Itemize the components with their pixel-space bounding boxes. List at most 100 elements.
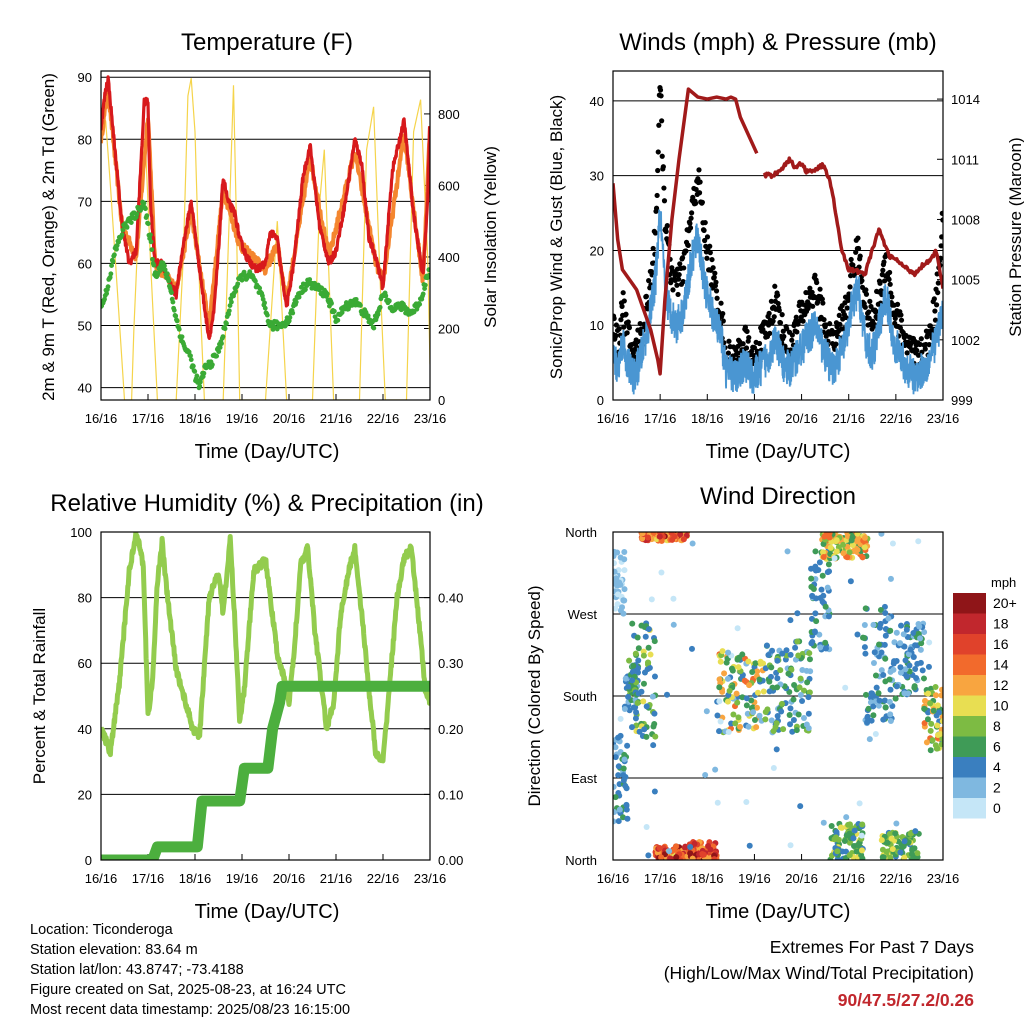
dewpoint-point bbox=[226, 308, 232, 314]
x-tick-label: 20/16 bbox=[273, 411, 306, 426]
direction-point bbox=[864, 719, 871, 726]
direction-point bbox=[932, 742, 939, 749]
dewpoint-point bbox=[287, 315, 293, 320]
direction-point bbox=[716, 728, 723, 735]
gust-point bbox=[699, 199, 705, 205]
direction-point bbox=[743, 702, 750, 709]
y-tick-label: 60 bbox=[78, 256, 92, 271]
gust-point bbox=[690, 194, 696, 200]
direction-point bbox=[667, 855, 674, 860]
direction-point bbox=[917, 659, 924, 666]
x-tick-label: 18/16 bbox=[691, 411, 724, 426]
direction-point bbox=[753, 724, 760, 731]
direction-point bbox=[915, 538, 922, 545]
gust-point bbox=[725, 350, 732, 356]
rh-title: Relative Humidity (%) & Precipitation (i… bbox=[50, 490, 483, 517]
dewpoint-point bbox=[157, 268, 163, 274]
dewpoint-point bbox=[216, 349, 222, 354]
dir-ylabel: Direction (Colored By Speed) bbox=[525, 585, 544, 806]
gust-point bbox=[740, 341, 746, 347]
direction-point bbox=[887, 717, 894, 724]
y2-tick-label: 1008 bbox=[951, 212, 980, 227]
gust-point bbox=[619, 303, 625, 309]
direction-point bbox=[878, 649, 885, 656]
direction-point bbox=[900, 631, 907, 638]
y2-tick-label: 999 bbox=[951, 393, 973, 408]
legend-swatch bbox=[953, 716, 986, 737]
gust-point bbox=[701, 227, 707, 233]
gust-point bbox=[935, 280, 941, 286]
direction-point bbox=[917, 646, 924, 653]
y2-tick-label: 200 bbox=[438, 321, 460, 336]
direction-point bbox=[792, 644, 799, 651]
direction-point bbox=[640, 652, 647, 659]
direction-point bbox=[714, 799, 721, 806]
gust-point bbox=[710, 265, 716, 271]
dewpoint-point bbox=[233, 288, 239, 294]
direction-point bbox=[938, 692, 943, 699]
direction-point bbox=[855, 535, 862, 542]
wind-xlabel: Time (Day/UTC) bbox=[706, 441, 851, 463]
dewpoint-point bbox=[339, 310, 345, 315]
direction-point bbox=[902, 657, 909, 664]
dewpoint-point bbox=[303, 287, 308, 292]
direction-point bbox=[620, 772, 627, 779]
pressure-line bbox=[613, 87, 759, 376]
direction-point bbox=[689, 855, 696, 860]
extremes-values: 90/47.5/27.2/0.26 bbox=[837, 990, 974, 1010]
direction-point bbox=[854, 532, 861, 537]
direction-point bbox=[804, 679, 811, 686]
dewpoint-point bbox=[134, 211, 140, 217]
direction-point bbox=[614, 601, 621, 608]
direction-point bbox=[613, 575, 620, 582]
direction-point bbox=[912, 642, 919, 649]
direction-point bbox=[774, 657, 781, 664]
direction-point bbox=[887, 686, 894, 693]
direction-point bbox=[630, 662, 637, 669]
dewpoint-point bbox=[217, 345, 223, 350]
direction-point bbox=[797, 803, 804, 810]
created-text: Figure created on Sat, 2025-08-23, at 16… bbox=[30, 982, 346, 998]
direction-point bbox=[918, 640, 925, 647]
y-tick-label: 90 bbox=[78, 70, 92, 85]
station-info: Location: Ticonderoga Station elevation:… bbox=[30, 920, 350, 1020]
direction-point bbox=[881, 641, 888, 648]
direction-point bbox=[893, 683, 900, 690]
direction-point bbox=[689, 540, 696, 547]
x-tick-label: 23/16 bbox=[414, 411, 447, 426]
direction-point bbox=[650, 532, 657, 536]
direction-point bbox=[878, 667, 885, 674]
direction-point bbox=[744, 710, 751, 717]
location-text: Location: Ticonderoga bbox=[30, 922, 173, 938]
direction-point bbox=[644, 534, 651, 541]
temp-xlabel: Time (Day/UTC) bbox=[195, 441, 340, 463]
direction-point bbox=[884, 839, 891, 846]
legend-label: 12 bbox=[993, 677, 1009, 693]
gust-point bbox=[821, 317, 827, 323]
x-tick-label: 16/16 bbox=[85, 411, 118, 426]
gust-point bbox=[696, 167, 702, 173]
extremes-block: Extremes For Past 7 Days (High/Low/Max W… bbox=[664, 934, 974, 1014]
direction-point bbox=[889, 540, 896, 547]
gust-point bbox=[827, 321, 833, 327]
direction-point bbox=[622, 783, 629, 790]
direction-point bbox=[615, 772, 622, 779]
direction-point bbox=[741, 677, 748, 684]
direction-point bbox=[808, 575, 815, 582]
gust-point bbox=[626, 325, 633, 331]
direction-point bbox=[754, 668, 761, 675]
direction-point bbox=[621, 751, 628, 758]
dewpoint-point bbox=[427, 272, 430, 278]
direction-point bbox=[887, 627, 894, 634]
direction-point bbox=[822, 645, 829, 652]
direction-point bbox=[799, 698, 806, 705]
gust-point bbox=[659, 153, 665, 159]
direction-point bbox=[635, 657, 642, 664]
direction-point bbox=[805, 710, 812, 717]
x-tick-label: 21/16 bbox=[320, 871, 353, 886]
plot-area bbox=[101, 75, 430, 400]
y2-tick-label: 0.40 bbox=[438, 591, 463, 606]
dewpoint-point bbox=[235, 281, 241, 287]
gust-point bbox=[674, 282, 680, 288]
direction-point bbox=[651, 788, 658, 795]
